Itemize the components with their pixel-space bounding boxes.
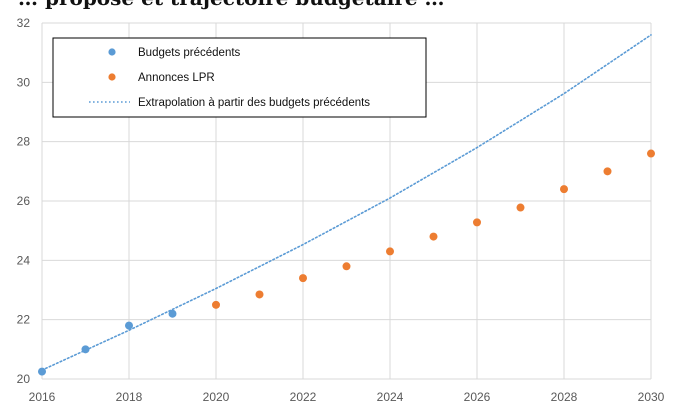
y-tick-label: 28 bbox=[17, 135, 31, 149]
y-tick-label: 20 bbox=[17, 372, 31, 386]
extrapolation-line bbox=[41, 34, 652, 371]
series-lines bbox=[41, 34, 652, 371]
point-annonces-lpr bbox=[473, 218, 481, 227]
x-tick-label: 2026 bbox=[464, 390, 491, 404]
y-tick-label: 24 bbox=[17, 253, 31, 267]
x-tick-label: 2028 bbox=[551, 390, 578, 404]
x-tick-label: 2022 bbox=[290, 390, 317, 404]
legend-label-lpr: Annonces LPR bbox=[138, 72, 215, 84]
point-annonces-lpr bbox=[603, 167, 612, 176]
x-tick-label: 2020 bbox=[203, 390, 230, 404]
y-tick-label: 22 bbox=[17, 313, 31, 327]
point-annonces-lpr bbox=[429, 232, 438, 241]
x-tick-label: 2018 bbox=[116, 390, 143, 404]
point-budgets-precedents bbox=[168, 309, 177, 318]
point-annonces-lpr bbox=[212, 300, 220, 309]
point-annonces-lpr bbox=[516, 203, 525, 212]
point-annonces-lpr bbox=[386, 247, 394, 256]
point-budgets-precedents bbox=[125, 321, 133, 330]
legend-marker-budgets bbox=[108, 48, 116, 56]
x-tick-labels: 2016 2018 2020 2022 2024 2026 2028 2030 bbox=[29, 390, 665, 404]
legend-marker-lpr bbox=[108, 73, 116, 81]
x-tick-label: 2016 bbox=[29, 390, 56, 404]
x-tick-label: 2030 bbox=[638, 390, 665, 404]
point-budgets-precedents bbox=[38, 367, 46, 376]
point-annonces-lpr bbox=[647, 149, 655, 158]
series-points bbox=[38, 149, 655, 376]
legend-label-budgets: Budgets précédents bbox=[138, 47, 241, 59]
legend-label-extrapolation: Extrapolation à partir des budgets précé… bbox=[138, 97, 370, 109]
y-tick-label: 30 bbox=[17, 75, 31, 89]
point-annonces-lpr bbox=[560, 185, 568, 194]
y-tick-label: 32 bbox=[17, 16, 31, 30]
point-budgets-precedents bbox=[81, 345, 90, 354]
point-annonces-lpr bbox=[299, 274, 307, 283]
y-tick-labels: 20 22 24 26 28 30 32 bbox=[17, 16, 31, 386]
legend: Budgets précédents Annonces LPR Extrapol… bbox=[52, 37, 427, 118]
point-annonces-lpr bbox=[255, 290, 264, 299]
cropped-header-text: … proposé et trajectoire budgétaire … bbox=[0, 0, 682, 14]
point-annonces-lpr bbox=[342, 262, 351, 271]
x-tick-label: 2024 bbox=[377, 390, 404, 404]
y-tick-label: 26 bbox=[17, 194, 31, 208]
